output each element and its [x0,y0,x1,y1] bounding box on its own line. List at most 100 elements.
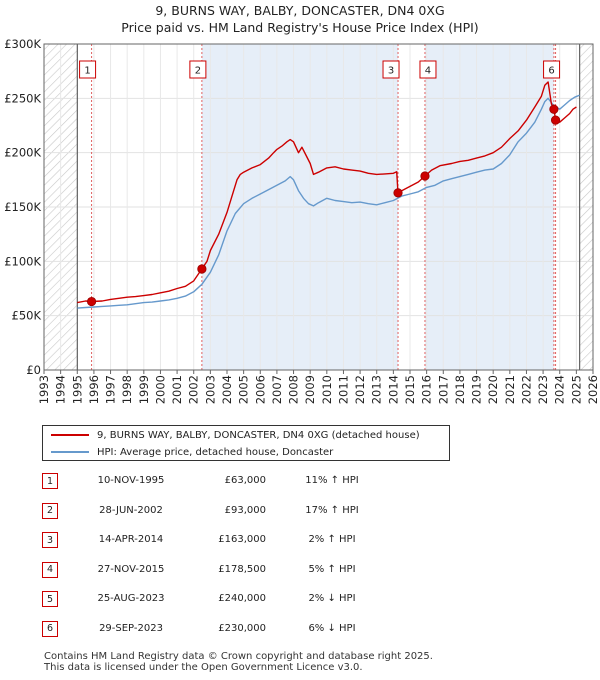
price-chart: 9, BURNS WAY, BALBY, DONCASTER, DN4 0XG … [4,3,600,404]
sale-label-text: 1 [84,66,90,77]
footer-attribution: Contains HM Land Registry data © Crown c… [44,651,433,673]
x-tick-label: 1993 [37,375,51,404]
sale-point [393,188,403,198]
sale-row: 5 25-AUG-2023 £240,000 2% ↓ HPI [42,588,462,618]
x-tick-label: 2017 [436,375,450,404]
x-tick-label: 2006 [253,375,267,404]
sale-price: £93,000 [224,504,266,516]
x-tick-label: 1994 [54,375,68,404]
sale-label-box [543,60,561,79]
x-tick-label: 2024 [553,375,567,404]
y-tick-label: £50K [12,309,42,323]
sale-label-box [79,60,97,79]
y-tick-label: £200K [4,146,41,160]
sale-label-box [189,60,207,79]
y-tick-label: £100K [4,254,41,268]
sale-point [420,171,430,181]
sale-number: 4 [42,561,58,578]
sale-label-text: 4 [425,66,431,77]
x-tick-label: 1999 [137,375,151,404]
sale-number: 6 [42,620,58,637]
sale-date: 10-NOV-1995 [97,475,165,486]
legend-label-property: 9, BURNS WAY, BALBY, DONCASTER, DN4 0XG … [97,429,420,441]
x-tick-label: 2012 [353,375,367,404]
x-tick-label: 2002 [187,375,201,404]
x-tick-label: 2004 [220,375,234,404]
x-tick-label: 1998 [120,375,134,404]
sale-number: 1 [42,473,58,489]
x-tick-label: 2016 [420,375,434,404]
sale-hpi-diff: 2% ↑ HPI [308,534,356,546]
x-tick-label: 2008 [287,375,301,404]
legend-label-hpi: HPI: Average price, detached house, Donc… [97,446,334,458]
sale-date: 28-JUN-2002 [99,504,163,516]
sale-number: 2 [42,502,58,519]
sale-row: 3 14-APR-2014 £163,000 2% ↑ HPI [42,529,462,559]
sale-price: £178,500 [218,563,266,575]
sale-date: 27-NOV-2015 [97,563,165,575]
x-tick-label: 1997 [104,375,118,404]
sale-hpi-diff: 11% ↑ HPI [305,475,359,486]
sale-point [550,115,561,125]
sale-date: 14-APR-2014 [98,534,164,546]
x-tick-label: 2000 [153,375,167,404]
sale-number: 5 [42,591,58,608]
x-tick-label: 2015 [403,375,417,404]
legend: 9, BURNS WAY, BALBY, DONCASTER, DN4 0XG … [42,425,450,461]
chart-subtitle: Price paid vs. HM Land Registry's House … [121,20,478,35]
x-tick-label: 1996 [87,375,101,404]
x-tick-label: 2009 [303,375,317,404]
x-tick-label: 2026 [586,375,600,404]
series-line-hpi [77,94,580,309]
x-tick-label: 2001 [170,375,184,404]
sale-row: 4 27-NOV-2015 £178,500 5% ↑ HPI [42,559,462,589]
sale-point [549,104,559,114]
legend-item-hpi: HPI: Average price, detached house, Donc… [51,444,333,460]
sale-date: 29-SEP-2023 [99,622,163,634]
sale-label-text: 6 [548,66,554,77]
sale-point [197,264,207,274]
sale-date: 25-AUG-2023 [97,593,165,605]
x-tick-label: 1995 [70,375,84,404]
footer-licence: This data is licensed under the Open Gov… [44,662,363,673]
sale-hpi-diff: 6% ↓ HPI [308,622,356,634]
x-tick-label: 2013 [370,375,384,404]
x-tick-label: 2025 [569,375,583,404]
x-tick-label: 2019 [470,375,484,404]
legend-swatch-property [51,434,89,436]
x-tick-label: 2020 [486,375,500,404]
sale-hpi-diff: 5% ↑ HPI [308,563,356,575]
footer-copyright: Contains HM Land Registry data © Crown c… [44,651,433,662]
sale-price: £163,000 [218,534,266,546]
legend-swatch-hpi [51,451,89,453]
y-tick-label: £250K [4,91,41,105]
sales-table: 1 10-NOV-1995 £63,000 11% ↑ HPI 2 28-JUN… [42,470,462,648]
y-tick-label: £300K [4,37,41,51]
sale-number: 3 [42,532,58,549]
x-tick-label: 2003 [203,375,217,404]
sale-label-text: 2 [195,66,201,77]
sale-price: £230,000 [218,622,266,634]
sale-label-text: 3 [388,66,394,77]
sale-hpi-diff: 2% ↓ HPI [308,593,356,605]
series-line-property [77,81,577,304]
sale-label-box [419,60,437,79]
x-tick-label: 2023 [536,375,550,404]
x-tick-label: 2018 [453,375,467,404]
sale-hpi-diff: 17% ↑ HPI [305,504,359,516]
y-tick-label: £0 [26,363,41,377]
x-tick-label: 2011 [336,375,350,404]
legend-item-property: 9, BURNS WAY, BALBY, DONCASTER, DN4 0XG … [51,427,420,443]
sale-row: 1 10-NOV-1995 £63,000 11% ↑ HPI [42,470,462,500]
sale-price: £63,000 [224,475,266,486]
x-tick-label: 2022 [519,375,533,404]
sale-row: 2 28-JUN-2002 £93,000 17% ↑ HPI [42,500,462,530]
plot-frame [43,43,594,371]
x-tick-label: 2007 [270,375,284,404]
sale-row: 6 29-SEP-2023 £230,000 6% ↓ HPI [42,618,462,648]
x-tick-label: 2014 [386,375,400,404]
y-tick-label: £150K [4,200,41,214]
x-tick-label: 2005 [237,375,251,404]
chart-title: 9, BURNS WAY, BALBY, DONCASTER, DN4 0XG [155,3,444,18]
sale-label-box [382,60,400,79]
